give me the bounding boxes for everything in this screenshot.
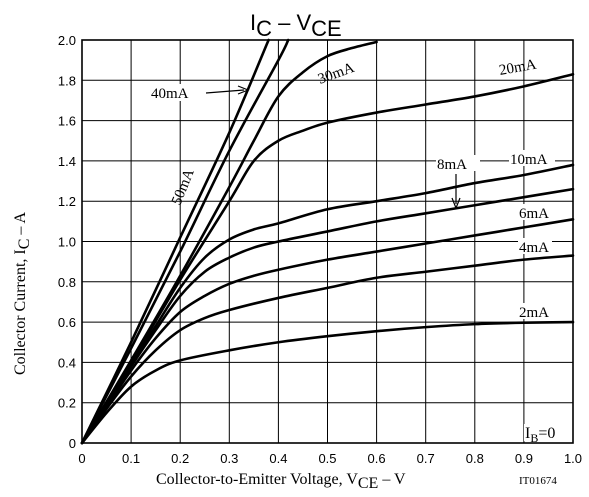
x-tick-label: 0.2 [171, 451, 189, 466]
xlabel-sub: CE [358, 475, 378, 492]
x-axis-label: Collector-to-Emitter Voltage, VCE – V [156, 471, 406, 492]
arrowhead-8mA [451, 197, 461, 210]
x-tick-label: 1.0 [564, 451, 582, 466]
ylabel-pre: Collector Current, I [12, 249, 29, 375]
series-line-20mA [80, 72, 575, 445]
y-axis-label: Collector Current, IC – A [12, 211, 33, 375]
y-tick-label: 1.4 [58, 154, 76, 169]
y-tick-label: 0.4 [58, 355, 76, 370]
x-tick-label: 0.4 [269, 451, 287, 466]
x-tick-label: 0.1 [122, 451, 140, 466]
ib0-sub: B [530, 431, 538, 445]
label-8mA: 8mA [437, 157, 467, 173]
chart-title: IC – VCE [250, 10, 342, 41]
x-tick-label: 0.6 [368, 451, 386, 466]
x-tick-label: 0.7 [417, 451, 435, 466]
ylabel-post: – A [12, 211, 29, 238]
y-tick-label: 0.2 [58, 396, 76, 411]
y-tick-label: 0.6 [58, 315, 76, 330]
series-line-50mA [80, 38, 270, 445]
series-line-40mA [80, 38, 290, 445]
series-line-30mA [80, 40, 378, 445]
curve-labels: 2mA 4mA 6mA 8mA 10mA 20mA 30mA 40mA 50mA… [150, 57, 570, 445]
x-tick-label: 0.9 [515, 451, 533, 466]
label-2mA: 2mA [519, 305, 549, 321]
ylabel-sub: C [16, 239, 33, 250]
x-tick-label: 0.5 [318, 451, 336, 466]
x-tick-label: 0.8 [466, 451, 484, 466]
label-ib0: IB=0 [525, 425, 555, 445]
figure-id: IT01674 [519, 475, 557, 487]
label-10mA: 10mA [510, 152, 548, 168]
xlabel-pre: Collector-to-Emitter Voltage, V [156, 471, 358, 488]
arrowhead-40mA [237, 85, 250, 95]
xlabel-post: – V [378, 471, 406, 488]
y-tick-label: 1.0 [58, 235, 76, 250]
title-sep: – V [272, 10, 311, 35]
label-4mA: 4mA [519, 240, 549, 256]
series-line-4mA [80, 254, 575, 445]
label-20mA: 20mA [498, 57, 538, 79]
series-line-10mA [80, 163, 575, 445]
x-tick-labels: 0 0.1 0.2 0.3 0.4 0.5 0.6 0.7 0.8 0.9 1.0 [78, 451, 582, 466]
title-main: I [250, 10, 256, 35]
y-tick-label: 2.0 [58, 33, 76, 48]
y-tick-label: 1.2 [58, 194, 76, 209]
series-line-2mA [80, 320, 575, 445]
plot-frame [81, 39, 574, 444]
y-tick-label: 0.8 [58, 275, 76, 290]
title-sub2: CE [311, 16, 342, 41]
ib0-post: =0 [538, 425, 555, 442]
y-tick-label: 1.6 [58, 114, 76, 129]
y-tick-labels: 0 0.2 0.4 0.6 0.8 1.0 1.2 1.4 1.6 1.8 2.0 [58, 33, 76, 451]
ib0-main: I [525, 425, 530, 442]
label-40mA: 40mA [151, 86, 189, 102]
x-tick-label: 0 [78, 451, 85, 466]
series-line-6mA [80, 218, 575, 445]
x-tick-label: 0.3 [220, 451, 238, 466]
series-lines [80, 38, 575, 445]
title-sub: C [256, 16, 272, 41]
label-6mA: 6mA [519, 206, 549, 222]
label-30mA: 30mA [316, 60, 357, 88]
arrow-40mA [205, 89, 245, 94]
y-tick-label: 1.8 [58, 73, 76, 88]
y-tick-label: 0 [69, 436, 76, 451]
